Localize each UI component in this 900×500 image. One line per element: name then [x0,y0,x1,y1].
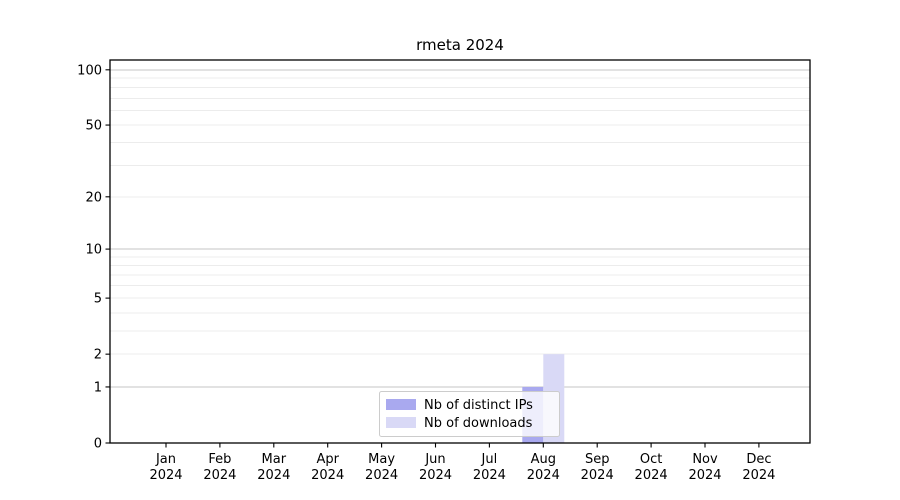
x-tick-label-month: Jan [155,452,176,467]
x-tick-label-year: 2024 [473,468,506,483]
x-tick-label-year: 2024 [635,468,668,483]
x-tick-label-month: Jun [424,452,445,467]
y-tick-label: 100 [77,63,102,78]
x-tick-label-year: 2024 [365,468,398,483]
x-tick-label-year: 2024 [742,468,775,483]
legend-box [379,391,560,437]
x-tick-label-year: 2024 [688,468,721,483]
y-tick-label: 10 [85,243,102,258]
y-tick-label: 5 [94,292,102,307]
y-tick-label: 2 [94,348,102,363]
legend-swatch-distinct-ips [386,399,416,410]
x-tick-label-year: 2024 [203,468,236,483]
x-tick-label-year: 2024 [527,468,560,483]
x-tick-label-month: Feb [208,452,231,467]
x-tick-label-month: Dec [746,452,771,467]
legend-swatch-downloads [386,417,416,428]
y-tick-label: 1 [94,380,102,395]
x-tick-label-month: Sep [585,452,610,467]
plot-frame [109,59,811,444]
x-tick-label-year: 2024 [419,468,452,483]
x-tick-label-month: Nov [692,452,718,467]
legend-label-distinct-ips: Nb of distinct IPs [424,398,533,413]
x-tick-label-month: Oct [640,452,662,467]
x-tick-label-month: May [368,452,395,467]
x-tick-label-month: Jul [481,452,498,467]
chart-title: rmeta 2024 [416,36,504,54]
x-tick-label-year: 2024 [149,468,182,483]
x-tick-label-year: 2024 [311,468,344,483]
x-tick-label-month: Mar [262,452,287,467]
x-tick-label-year: 2024 [581,468,614,483]
x-tick-label-month: Apr [316,452,339,467]
x-tick-label-month: Aug [531,452,556,467]
legend-label-downloads: Nb of downloads [424,416,533,431]
y-tick-label: 0 [94,437,102,452]
y-tick-label: 50 [85,119,102,134]
x-tick-label-year: 2024 [257,468,290,483]
y-tick-label: 20 [85,190,102,205]
